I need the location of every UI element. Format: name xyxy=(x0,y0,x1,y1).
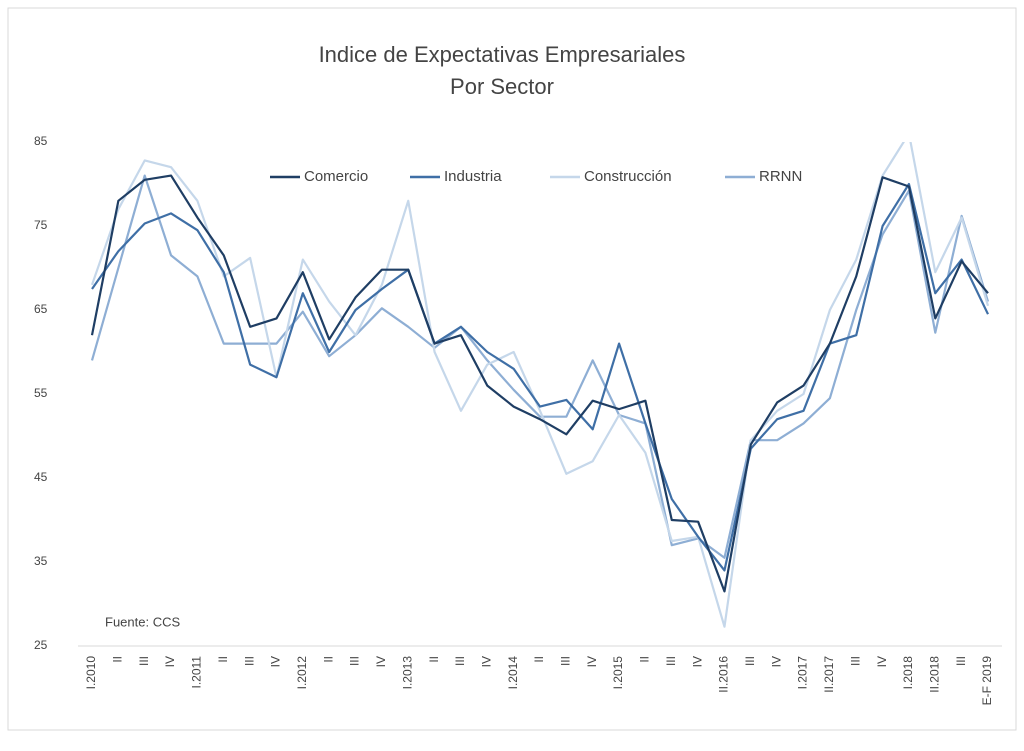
x-tick-label: II.2017 xyxy=(822,656,836,693)
legend-label: Construcción xyxy=(584,168,672,185)
series-line xyxy=(90,142,990,628)
x-tick-label: IV xyxy=(374,656,388,667)
x-tick-label: IV xyxy=(585,656,599,667)
x-tick-label: IV xyxy=(269,656,283,667)
series-line xyxy=(91,182,989,572)
x-tick-label: III xyxy=(348,656,362,666)
x-tick-label: III xyxy=(848,656,862,666)
x-tick-label: I.2017 xyxy=(796,656,810,690)
x-tick-label: I.2010 xyxy=(84,656,98,690)
chart-subtitle: Por Sector xyxy=(450,74,554,99)
x-tick-label: I.2014 xyxy=(506,656,520,690)
x-tick-label: I.2011 xyxy=(190,656,204,689)
x-tick-label: II xyxy=(427,656,441,663)
legend-label: RRNN xyxy=(759,168,802,185)
x-tick-label: II xyxy=(111,656,125,663)
series-line xyxy=(90,174,990,559)
x-tick-label: IV xyxy=(690,656,704,667)
x-tick-label: I.2018 xyxy=(901,656,915,690)
x-tick-label: IV xyxy=(479,656,493,667)
plot-area xyxy=(90,142,990,628)
x-tick-label: II xyxy=(532,656,546,663)
x-tick-label: I.2012 xyxy=(295,656,309,690)
x-tick-label: II xyxy=(216,656,230,663)
y-tick-label: 65 xyxy=(34,302,48,316)
x-tick-label: II xyxy=(321,656,335,663)
series-line xyxy=(90,174,989,593)
source-note: Fuente: CCS xyxy=(105,614,180,629)
x-tick-label: III xyxy=(137,656,151,666)
x-tick-label: IV xyxy=(769,656,783,667)
chart-title: Indice de Expectativas Empresariales xyxy=(319,42,686,67)
x-tick-label: III xyxy=(664,656,678,666)
x-tick-label: III xyxy=(559,656,573,666)
y-tick-label: 35 xyxy=(34,554,48,568)
x-tick-label: E-F 2019 xyxy=(980,656,994,706)
x-tick-label: IV xyxy=(163,656,177,667)
x-tick-label: I.2015 xyxy=(611,656,625,690)
y-tick-label: 75 xyxy=(34,218,48,232)
x-tick-label: II xyxy=(638,656,652,663)
y-tick-label: 45 xyxy=(34,470,48,484)
x-tick-label: III xyxy=(453,656,467,666)
y-tick-label: 55 xyxy=(34,386,48,400)
x-tick-label: II.2018 xyxy=(927,656,941,693)
x-tick-label: III xyxy=(242,656,256,666)
legend-label: Comercio xyxy=(304,168,368,185)
y-tick-label: 85 xyxy=(34,134,48,148)
legend-label: Industria xyxy=(444,168,502,185)
x-tick-label: III xyxy=(954,656,968,666)
x-tick-label: III xyxy=(743,656,757,666)
x-tick-label: II.2016 xyxy=(717,656,731,693)
x-tick-label: IV xyxy=(875,656,889,667)
y-tick-label: 25 xyxy=(34,638,48,652)
x-tick-label: I.2013 xyxy=(400,656,414,690)
